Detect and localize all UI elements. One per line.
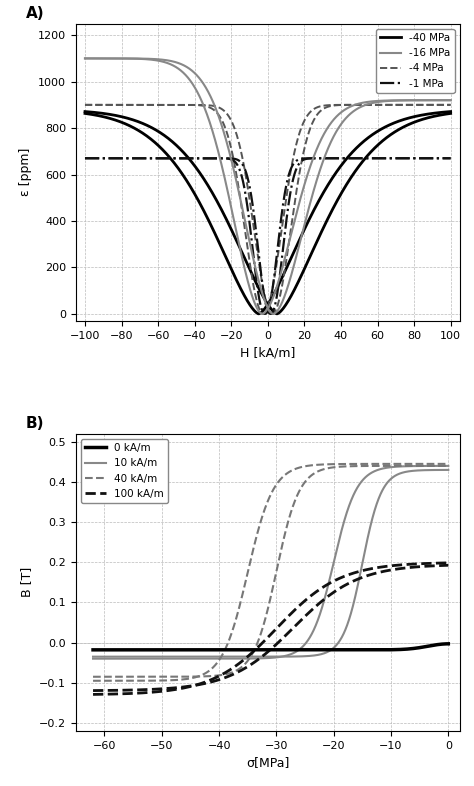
Y-axis label: B [T]: B [T] — [20, 567, 34, 597]
-40 MPa — [448, 107, 454, 116]
10 kA/m — [242, 654, 247, 663]
10 kA/m — [446, 461, 451, 471]
-4 MPa — [124, 100, 129, 109]
Line: 40 kA/m: 40 kA/m — [93, 464, 448, 681]
10 kA/m — [152, 654, 157, 663]
10 kA/m — [90, 654, 96, 663]
-40 MPa — [146, 132, 151, 141]
-40 MPa — [82, 108, 88, 118]
100 kA/m — [438, 558, 444, 567]
-40 MPa — [441, 108, 447, 117]
40 kA/m — [438, 459, 444, 468]
10 kA/m — [227, 654, 232, 663]
Line: -40 MPa: -40 MPa — [85, 112, 451, 314]
Y-axis label: ε [ppm]: ε [ppm] — [19, 148, 32, 196]
-40 MPa — [401, 115, 407, 124]
-1 MPa — [124, 153, 129, 163]
0 kA/m — [446, 639, 451, 648]
100 kA/m — [131, 689, 137, 698]
-1 MPa — [222, 154, 228, 163]
40 kA/m — [152, 676, 157, 685]
Text: B): B) — [26, 416, 45, 431]
40 kA/m — [227, 635, 232, 645]
0 kA/m — [438, 640, 444, 649]
Text: A): A) — [26, 6, 45, 20]
Legend: -40 MPa, -16 MPa, -4 MPa, -1 MPa: -40 MPa, -16 MPa, -4 MPa, -1 MPa — [376, 29, 455, 93]
Line: -1 MPa: -1 MPa — [85, 158, 451, 314]
-1 MPa — [238, 169, 244, 178]
40 kA/m — [131, 676, 137, 685]
-1 MPa — [82, 153, 88, 163]
Line: -4 MPa: -4 MPa — [85, 105, 451, 314]
-4 MPa — [222, 123, 228, 133]
-4 MPa — [401, 100, 407, 109]
-1 MPa — [262, 309, 268, 318]
-1 MPa — [146, 153, 151, 163]
100 kA/m — [446, 558, 451, 567]
-4 MPa — [238, 199, 244, 208]
-40 MPa — [256, 309, 262, 318]
-4 MPa — [82, 100, 88, 109]
-1 MPa — [401, 153, 407, 163]
X-axis label: H [kA/m]: H [kA/m] — [240, 346, 295, 359]
-40 MPa — [124, 119, 129, 129]
Line: 100 kA/m: 100 kA/m — [93, 563, 448, 694]
10 kA/m — [438, 461, 444, 471]
40 kA/m — [90, 676, 96, 685]
100 kA/m — [227, 666, 232, 675]
-4 MPa — [441, 100, 447, 109]
0 kA/m — [400, 645, 406, 654]
-1 MPa — [441, 153, 447, 163]
-4 MPa — [146, 100, 151, 109]
0 kA/m — [242, 645, 247, 655]
0 kA/m — [131, 645, 137, 655]
Line: 0 kA/m: 0 kA/m — [93, 644, 448, 650]
40 kA/m — [400, 459, 406, 468]
100 kA/m — [90, 689, 96, 699]
-1 MPa — [448, 153, 454, 163]
0 kA/m — [227, 645, 232, 655]
100 kA/m — [400, 560, 406, 569]
X-axis label: σ[MPa]: σ[MPa] — [246, 756, 290, 769]
0 kA/m — [90, 645, 96, 655]
10 kA/m — [131, 654, 137, 663]
40 kA/m — [446, 459, 451, 468]
100 kA/m — [242, 655, 247, 664]
10 kA/m — [400, 461, 406, 471]
40 kA/m — [242, 581, 247, 590]
Line: 10 kA/m: 10 kA/m — [93, 466, 448, 659]
0 kA/m — [152, 645, 157, 655]
100 kA/m — [152, 687, 157, 696]
Legend: 0 kA/m, 10 kA/m, 40 kA/m, 100 kA/m: 0 kA/m, 10 kA/m, 40 kA/m, 100 kA/m — [81, 439, 168, 503]
-40 MPa — [222, 251, 228, 260]
-4 MPa — [448, 100, 454, 109]
-40 MPa — [238, 285, 244, 294]
-4 MPa — [260, 309, 266, 318]
